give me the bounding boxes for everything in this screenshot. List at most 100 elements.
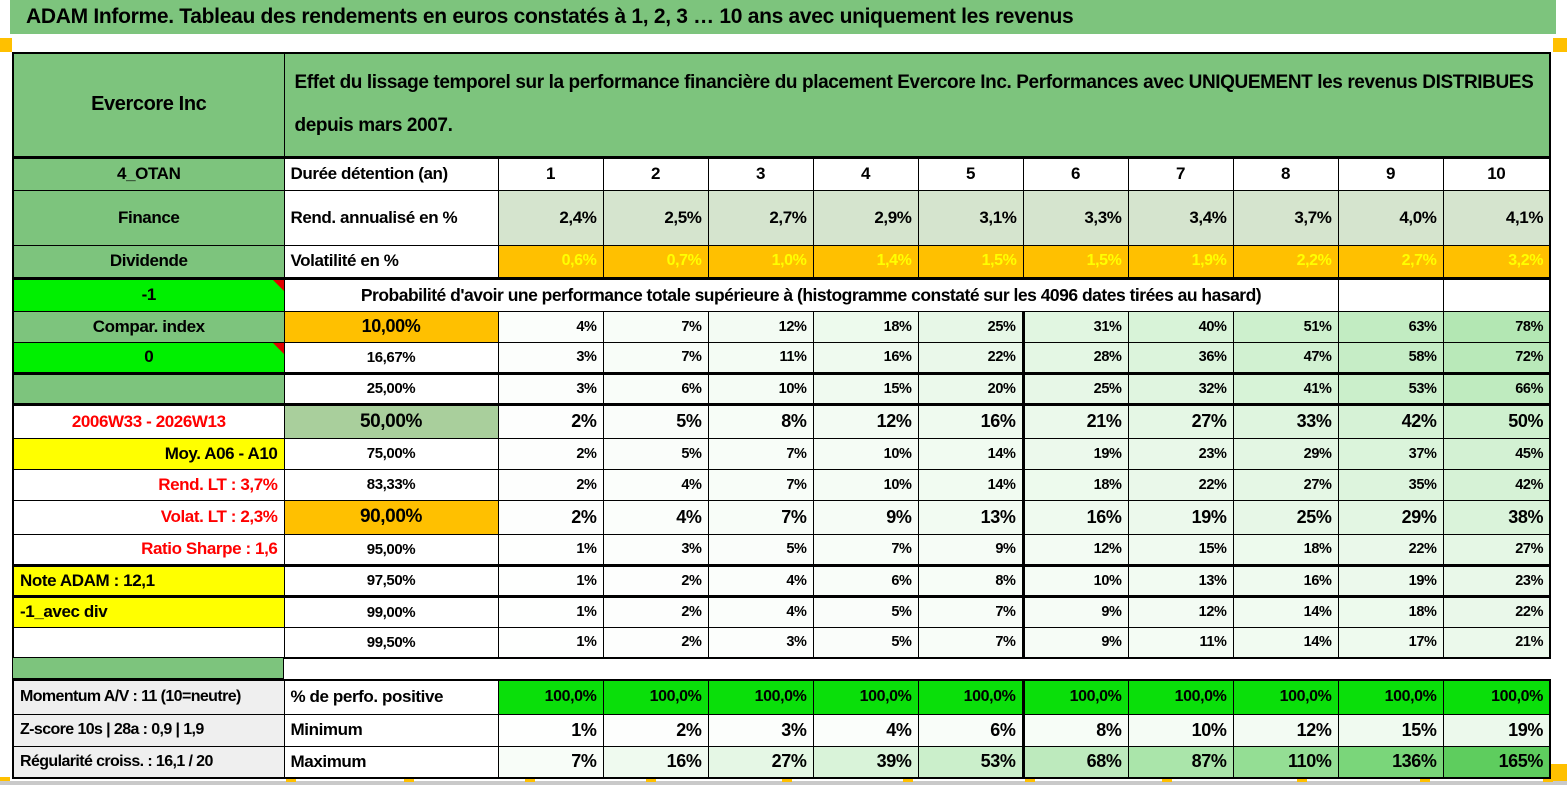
cell-p995-label[interactable]: 99,50% <box>283 626 499 659</box>
cell-volat-c1[interactable]: 0,6% <box>497 244 604 280</box>
cell-minimum-c7[interactable]: 10% <box>1127 713 1234 747</box>
cell-perfo-c1[interactable]: 100,0% <box>497 679 604 715</box>
cell-p25-c10[interactable]: 66% <box>1442 372 1551 406</box>
cell-maximum-c7[interactable]: 87% <box>1127 745 1234 779</box>
cell-p75-c9[interactable]: 37% <box>1337 437 1444 470</box>
cell-p95-c7[interactable]: 15% <box>1127 533 1234 567</box>
cell-p25-label[interactable]: 25,00% <box>283 372 499 406</box>
cell-p1667-c3[interactable]: 11% <box>707 341 814 375</box>
cell-p25-c6[interactable]: 25% <box>1021 372 1129 406</box>
cell-minimum-c8[interactable]: 12% <box>1232 713 1339 747</box>
cell-p975-c10[interactable]: 23% <box>1442 564 1551 598</box>
cell-p99-c9[interactable]: 18% <box>1337 595 1444 628</box>
cell-rend-c4[interactable]: 2,9% <box>812 189 919 246</box>
cell-rend-c5[interactable]: 3,1% <box>917 189 1024 246</box>
cell-p75-c4[interactable]: 10% <box>812 437 919 470</box>
cell-minimum-c9[interactable]: 15% <box>1337 713 1444 747</box>
cell-p50-label[interactable]: 50,00% <box>283 403 499 439</box>
cell-p99-c3[interactable]: 4% <box>707 595 814 628</box>
cell-p75-c6[interactable]: 19% <box>1021 437 1129 470</box>
cell-perfo-left[interactable]: Momentum A/V : 11 (10=neutre) <box>12 679 285 715</box>
cell-p10-label[interactable]: 10,00% <box>283 310 499 343</box>
cell-p90-left[interactable]: Volat. LT : 2,3% <box>12 499 285 535</box>
cell-duree-c4[interactable]: 4 <box>812 156 919 191</box>
cell-rend-c3[interactable]: 2,7% <box>707 189 814 246</box>
cell-volat-c7[interactable]: 1,9% <box>1127 244 1234 280</box>
cell-p8333-c6[interactable]: 18% <box>1021 468 1129 501</box>
cell-p10-c5[interactable]: 25% <box>917 310 1024 343</box>
cell-p995-c4[interactable]: 5% <box>812 626 919 659</box>
cell-minimum-c1[interactable]: 1% <box>497 713 604 747</box>
cell-p99-c10[interactable]: 22% <box>1442 595 1551 628</box>
cell-p975-left[interactable]: Note ADAM : 12,1 <box>12 564 285 598</box>
cell-p90-c7[interactable]: 19% <box>1127 499 1234 535</box>
cell-proba-c10[interactable] <box>1442 277 1551 312</box>
cell-perfo-c2[interactable]: 100,0% <box>602 679 709 715</box>
cell-p75-c8[interactable]: 29% <box>1232 437 1339 470</box>
cell-p8333-c10[interactable]: 42% <box>1442 468 1551 501</box>
cell-rend-label[interactable]: Rend. annualisé en % <box>283 189 499 246</box>
cell-p90-c2[interactable]: 4% <box>602 499 709 535</box>
cell-title-left[interactable]: Evercore Inc <box>12 52 285 159</box>
cell-volat-left[interactable]: Dividende <box>12 244 285 280</box>
cell-p8333-c4[interactable]: 10% <box>812 468 919 501</box>
cell-volat-c8[interactable]: 2,2% <box>1232 244 1339 280</box>
cell-p1667-c5[interactable]: 22% <box>917 341 1024 375</box>
cell-duree-c6[interactable]: 6 <box>1022 156 1129 191</box>
cell-minimum-left[interactable]: Z-score 10s | 28a : 0,9 | 1,9 <box>12 713 285 747</box>
cell-p10-c1[interactable]: 4% <box>497 310 604 343</box>
cell-p1667-c8[interactable]: 47% <box>1232 341 1339 375</box>
cell-minimum-c5[interactable]: 6% <box>917 713 1024 747</box>
cell-rend-c6[interactable]: 3,3% <box>1022 189 1129 246</box>
cell-p90-c8[interactable]: 25% <box>1232 499 1339 535</box>
cell-p50-c8[interactable]: 33% <box>1232 403 1339 439</box>
cell-minimum-c2[interactable]: 2% <box>602 713 709 747</box>
cell-p995-c3[interactable]: 3% <box>707 626 814 659</box>
cell-p99-c2[interactable]: 2% <box>602 595 709 628</box>
cell-duree-c8[interactable]: 8 <box>1232 156 1339 191</box>
cell-p8333-c2[interactable]: 4% <box>602 468 709 501</box>
cell-maximum-left[interactable]: Régularité croiss. : 16,1 / 20 <box>12 745 285 779</box>
cell-p10-c7[interactable]: 40% <box>1127 310 1234 343</box>
cell-p50-c4[interactable]: 12% <box>812 403 919 439</box>
cell-p75-c2[interactable]: 5% <box>602 437 709 470</box>
cell-rend-c9[interactable]: 4,0% <box>1337 189 1444 246</box>
cell-rend-left[interactable]: Finance <box>12 189 285 246</box>
cell-p50-c5[interactable]: 16% <box>917 403 1024 439</box>
cell-p995-c6[interactable]: 9% <box>1021 626 1129 659</box>
cell-p975-c3[interactable]: 4% <box>707 564 814 598</box>
cell-perfo-c5[interactable]: 100,0% <box>917 679 1024 715</box>
cell-p10-c6[interactable]: 31% <box>1021 310 1129 343</box>
cell-maximum-c3[interactable]: 27% <box>707 745 814 779</box>
cell-p25-left[interactable] <box>12 372 285 406</box>
cell-perfo-label[interactable]: % de perfo. positive <box>283 679 499 715</box>
cell-perfo-c10[interactable]: 100,0% <box>1442 679 1551 715</box>
cell-p8333-c3[interactable]: 7% <box>707 468 814 501</box>
cell-p10-c2[interactable]: 7% <box>602 310 709 343</box>
cell-p975-c2[interactable]: 2% <box>602 564 709 598</box>
cell-p90-c5[interactable]: 13% <box>917 499 1024 535</box>
cell-volat-c9[interactable]: 2,7% <box>1337 244 1444 280</box>
cell-p95-c4[interactable]: 7% <box>812 533 919 567</box>
cell-maximum-label[interactable]: Maximum <box>283 745 499 779</box>
cell-volat-c4[interactable]: 1,4% <box>812 244 919 280</box>
cell-p90-label[interactable]: 90,00% <box>283 499 499 535</box>
cell-duree-c7[interactable]: 7 <box>1127 156 1234 191</box>
cell-p1667-label[interactable]: 16,67% <box>283 341 499 375</box>
cell-volat-c10[interactable]: 3,2% <box>1442 244 1551 280</box>
cell-p975-c1[interactable]: 1% <box>497 564 604 598</box>
cell-p75-left[interactable]: Moy. A06 - A10 <box>12 437 285 470</box>
cell-maximum-c10[interactable]: 165% <box>1442 745 1551 779</box>
cell-p50-c7[interactable]: 27% <box>1127 403 1234 439</box>
cell-p50-c9[interactable]: 42% <box>1337 403 1444 439</box>
cell-duree-label[interactable]: Durée détention (an) <box>283 156 499 191</box>
cell-minimum-c4[interactable]: 4% <box>812 713 919 747</box>
cell-p99-c1[interactable]: 1% <box>497 595 604 628</box>
cell-p99-c6[interactable]: 9% <box>1021 595 1129 628</box>
cell-p995-c5[interactable]: 7% <box>917 626 1024 659</box>
cell-minimum-c10[interactable]: 19% <box>1442 713 1551 747</box>
cell-p50-c1[interactable]: 2% <box>497 403 604 439</box>
cell-p10-c10[interactable]: 78% <box>1442 310 1551 343</box>
cell-p1667-c1[interactable]: 3% <box>497 341 604 375</box>
cell-p8333-c9[interactable]: 35% <box>1337 468 1444 501</box>
